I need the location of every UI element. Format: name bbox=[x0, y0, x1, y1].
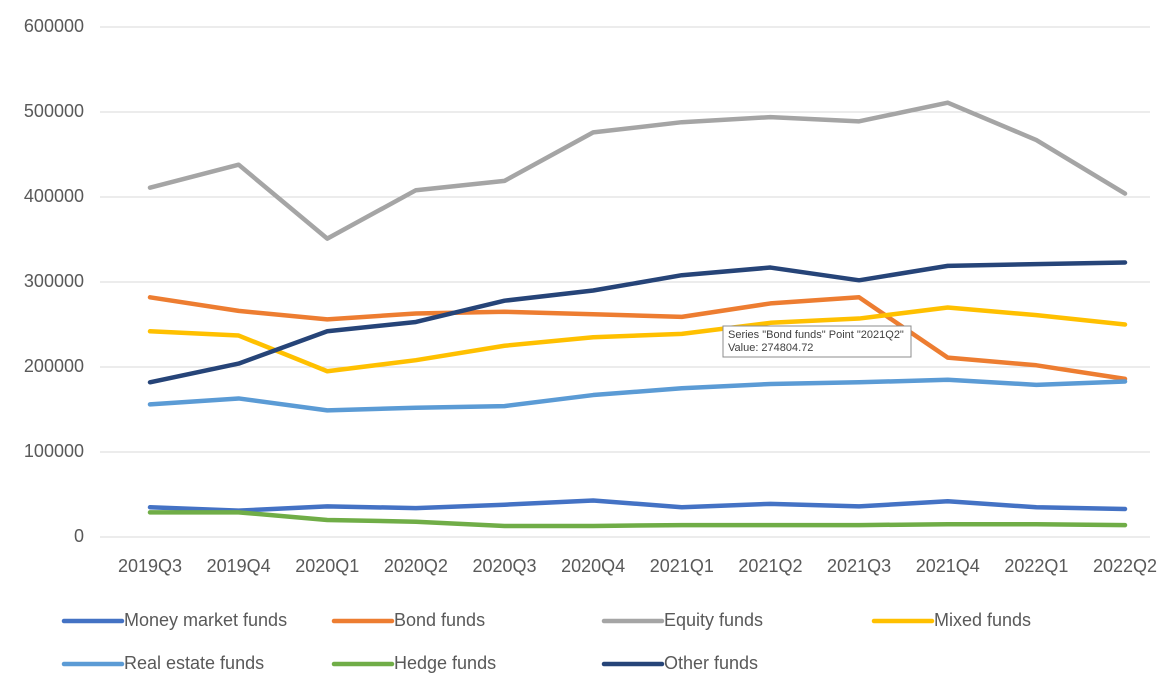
y-tick-label: 0 bbox=[74, 526, 84, 546]
series-line bbox=[147, 305, 1128, 374]
tooltip-text: Value: 274804.72 bbox=[728, 342, 813, 354]
y-tick-label: 500000 bbox=[24, 101, 84, 121]
legend-label: Hedge funds bbox=[394, 653, 496, 673]
series-line bbox=[147, 377, 1128, 413]
tooltip-box bbox=[722, 325, 912, 358]
x-tick-label: 2021Q2 bbox=[738, 556, 802, 576]
series-line bbox=[147, 100, 1128, 241]
legend-label: Real estate funds bbox=[124, 653, 264, 673]
legend-label: Other funds bbox=[664, 653, 758, 673]
y-tick-label: 300000 bbox=[24, 271, 84, 291]
tooltip: Series "Bond funds" Point "2021Q2"Value:… bbox=[722, 325, 912, 358]
x-tick-label: 2022Q2 bbox=[1093, 556, 1157, 576]
x-tick-label: 2021Q4 bbox=[916, 556, 980, 576]
x-tick-label: 2019Q3 bbox=[118, 556, 182, 576]
x-tick-label: 2020Q3 bbox=[473, 556, 537, 576]
series-line bbox=[147, 260, 1128, 385]
y-tick-label: 400000 bbox=[24, 186, 84, 206]
x-tick-label: 2021Q3 bbox=[827, 556, 891, 576]
x-tick-label: 2022Q1 bbox=[1004, 556, 1068, 576]
legend-label: Bond funds bbox=[394, 610, 485, 630]
x-tick-label: 2020Q2 bbox=[384, 556, 448, 576]
series-line bbox=[147, 295, 1128, 382]
tooltip-text: Series "Bond funds" Point "2021Q2" bbox=[728, 329, 904, 341]
x-tick-label: 2020Q4 bbox=[561, 556, 625, 576]
legend-label: Money market funds bbox=[124, 610, 287, 630]
legend-label: Equity funds bbox=[664, 610, 763, 630]
x-tick-label: 2021Q1 bbox=[650, 556, 714, 576]
series-line bbox=[147, 510, 1128, 529]
y-tick-label: 600000 bbox=[24, 16, 84, 36]
y-tick-label: 100000 bbox=[24, 441, 84, 461]
x-tick-label: 2020Q1 bbox=[295, 556, 359, 576]
y-tick-label: 200000 bbox=[24, 356, 84, 376]
legend-label: Mixed funds bbox=[934, 610, 1031, 630]
x-tick-label: 2019Q4 bbox=[207, 556, 271, 576]
series-line bbox=[147, 498, 1128, 513]
